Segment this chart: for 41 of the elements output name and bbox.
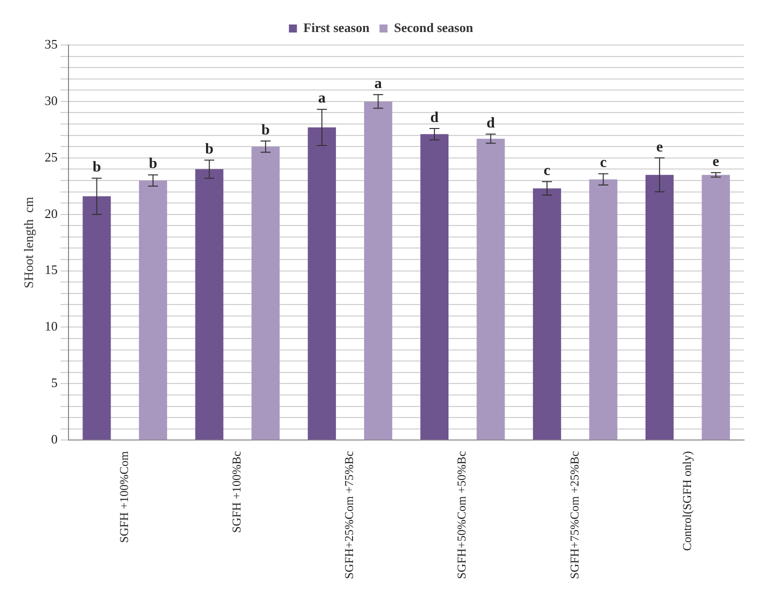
- y-tick-label: 5: [51, 375, 58, 390]
- x-tick-label: SGFH+75%Com +25%Bc: [567, 451, 582, 579]
- x-tick-label: SGFH+25%Com +75%Bc: [342, 451, 356, 579]
- data-label: d: [486, 116, 496, 132]
- y-axis-title: SHoot length cm: [21, 196, 36, 288]
- y-tick-label: 0: [51, 432, 58, 447]
- legend-label: Second season: [394, 20, 474, 35]
- bar: [420, 134, 449, 440]
- bar: [138, 180, 168, 440]
- bar: [646, 174, 674, 440]
- y-tick-label: 10: [44, 318, 58, 334]
- y-tick-label: 20: [44, 206, 58, 221]
- data-label: b: [261, 122, 270, 138]
- bar: [82, 196, 111, 440]
- data-label: c: [600, 155, 607, 172]
- data-label: b: [148, 156, 158, 172]
- y-tick-label: 35: [44, 36, 58, 52]
- data-label: c: [544, 162, 551, 179]
- bar: [532, 188, 562, 440]
- bar: [364, 101, 392, 440]
- data-label: e: [656, 139, 664, 156]
- bar: [589, 179, 618, 440]
- data-label: b: [205, 142, 214, 158]
- bar: [308, 127, 336, 440]
- x-tick-label: SGFH +100%Bc: [230, 451, 244, 533]
- data-label: a: [374, 76, 382, 92]
- bar: [195, 169, 224, 440]
- data-label: b: [92, 160, 101, 176]
- bar: [476, 138, 505, 440]
- x-tick-label: SGFH+50%Com +50%Bc: [454, 451, 469, 579]
- x-tick-label: SGFH +100%Com: [117, 450, 132, 543]
- bar: [702, 174, 730, 440]
- y-tick-label: 30: [44, 92, 58, 108]
- x-tick-label: Control(SGFH only): [680, 451, 694, 551]
- data-label: e: [712, 154, 720, 170]
- y-tick-label: 25: [44, 149, 58, 164]
- data-label: a: [318, 90, 326, 107]
- bar: [252, 146, 280, 440]
- legend-label: First season: [303, 20, 370, 35]
- y-tick-label: 15: [44, 262, 58, 278]
- data-label: d: [430, 110, 440, 126]
